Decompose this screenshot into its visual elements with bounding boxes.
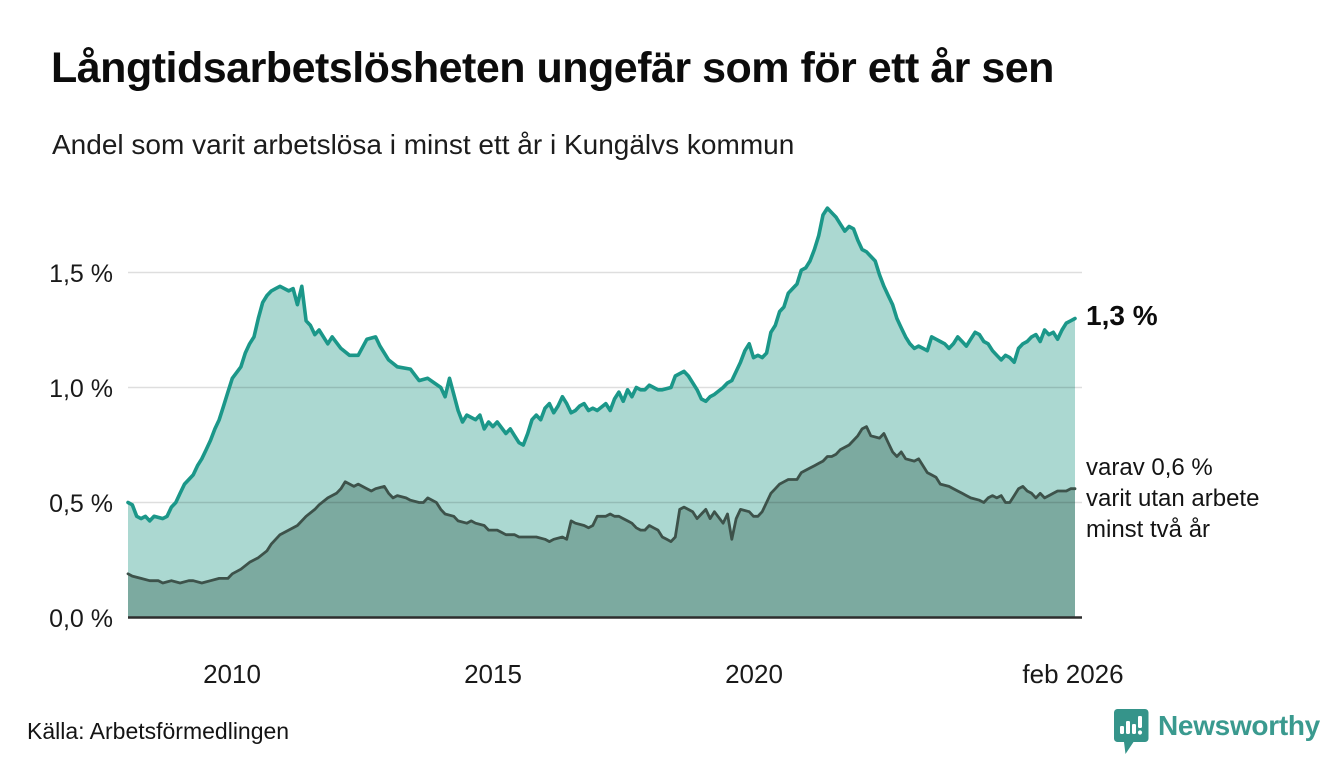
newsworthy-logo[interactable]: Newsworthy [1113, 708, 1320, 757]
x-axis-tick-2010: 2010 [203, 659, 261, 689]
x-axis-tick-feb-2026: feb 2026 [1022, 659, 1124, 689]
page-title: Långtidsarbetslösheten ungefär som för e… [51, 44, 1054, 92]
series-note-line-3: minst två år [1086, 516, 1211, 543]
newsworthy-badge-icon [1114, 709, 1149, 754]
x-axis-tick-2020: 2020 [725, 659, 783, 689]
series-line [126, 425, 1077, 585]
series-line [126, 206, 1077, 523]
newsworthy-wordmark: Newsworthy [1158, 710, 1320, 741]
source-credit: Källa: Arbetsförmedlingen [27, 718, 290, 744]
y-axis-tick-05: 0,5 % [49, 490, 113, 518]
y-axis-tick-0: 0,0 % [49, 605, 113, 633]
series-note-label: varav 0,6 % varit utan arbete minst två … [1086, 452, 1259, 545]
y-axis-tick-15: 1,5 % [49, 260, 113, 288]
series-end-value-label: 1,3 % [1086, 300, 1158, 331]
x-axis-tick-2015: 2015 [464, 659, 522, 689]
y-axis-tick-10: 1,0 % [49, 375, 113, 403]
series-note-line-1: varav 0,6 % [1086, 454, 1213, 481]
page-subtitle: Andel som varit arbetslösa i minst ett å… [52, 129, 795, 160]
series-note-line-2: varit utan arbete [1086, 485, 1260, 512]
area-fill [128, 426, 1075, 618]
